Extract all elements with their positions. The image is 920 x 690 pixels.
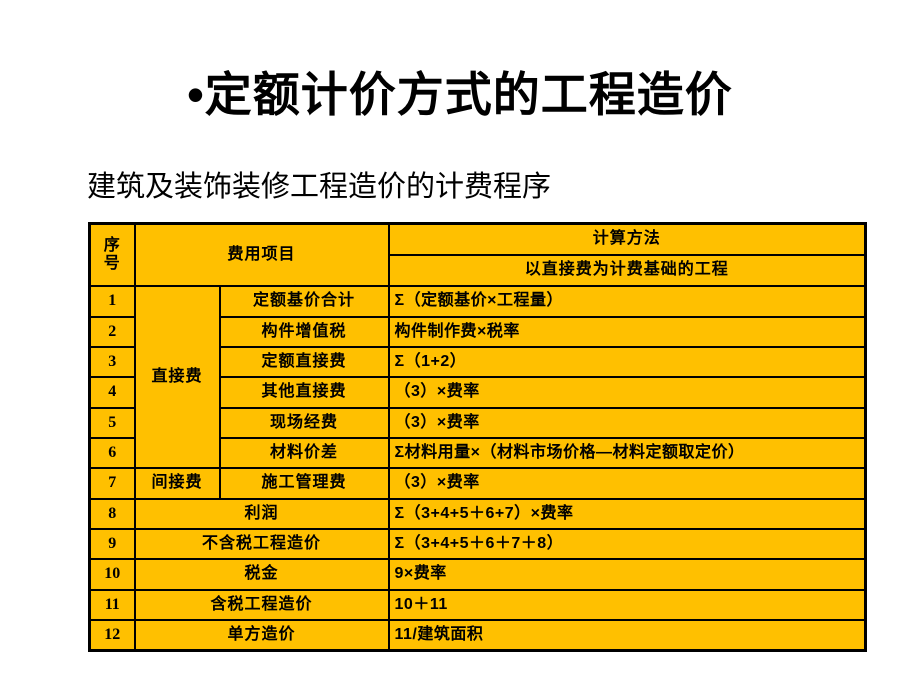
row-no: 3 <box>88 345 136 379</box>
row-item: 材料价差 <box>218 436 390 470</box>
header-no: 序号 <box>88 222 136 288</box>
row-method: Σ（3+4+5＋6+7）×费率 <box>387 497 867 530</box>
row-no: 1 <box>88 285 136 318</box>
header-item: 费用项目 <box>133 222 390 288</box>
row-method: Σ材料用量×（材料市场价格—材料定额取定价） <box>387 436 867 470</box>
row-method: Σ（定额基价×工程量） <box>387 285 867 318</box>
table-row: 3 定额直接费 Σ（1+2） <box>88 345 867 379</box>
table-row: 7 间接费 施工管理费 （3）×费率 <box>88 467 867 500</box>
row-method: （3）×费率 <box>387 406 867 439</box>
fee-calculation-table: 序号 费用项目 计算方法 以直接费为计费基础的工程 1 直接费 定额基价合计 Σ… <box>88 222 868 652</box>
row-item: 定额直接费 <box>218 345 390 379</box>
row-item: 税金 <box>133 558 390 591</box>
row-no: 2 <box>88 315 136 348</box>
row-item: 含税工程造价 <box>133 588 390 622</box>
table-row: 5 现场经费 （3）×费率 <box>88 406 867 439</box>
row-no: 12 <box>88 619 136 652</box>
row-no: 8 <box>88 497 136 530</box>
header-method: 计算方法 <box>387 222 867 256</box>
row-item: 其他直接费 <box>218 376 390 409</box>
row-no: 5 <box>88 406 136 439</box>
row-item: 单方造价 <box>133 619 390 652</box>
row-method: 9×费率 <box>387 558 867 591</box>
table-row: 11 含税工程造价 10＋11 <box>88 588 867 622</box>
page-title: •定额计价方式的工程造价 <box>187 68 733 121</box>
group-indirect-cost: 间接费 <box>133 467 221 500</box>
table-row: 4 其他直接费 （3）×费率 <box>88 376 867 409</box>
header-method-basis: 以直接费为计费基础的工程 <box>387 253 867 288</box>
row-method: 10＋11 <box>387 588 867 622</box>
group-direct-cost: 直接费 <box>133 285 221 470</box>
table-row: 10 税金 9×费率 <box>88 558 867 591</box>
row-item: 不含税工程造价 <box>133 527 390 561</box>
row-item: 定额基价合计 <box>218 285 390 318</box>
row-method: Σ（3+4+5＋6＋7＋8） <box>387 527 867 561</box>
table-row: 9 不含税工程造价 Σ（3+4+5＋6＋7＋8） <box>88 527 867 561</box>
row-item: 构件增值税 <box>218 315 390 348</box>
table-row: 6 材料价差 Σ材料用量×（材料市场价格—材料定额取定价） <box>88 436 867 470</box>
row-no: 7 <box>88 467 136 500</box>
row-no: 9 <box>88 527 136 561</box>
row-method: 11/建筑面积 <box>387 619 867 652</box>
table-row: 2 构件增值税 构件制作费×税率 <box>88 315 867 348</box>
row-no: 11 <box>88 588 136 622</box>
table-row: 12 单方造价 11/建筑面积 <box>88 619 867 652</box>
row-item: 利润 <box>133 497 390 530</box>
row-no: 10 <box>88 558 136 591</box>
row-method: 构件制作费×税率 <box>387 315 867 348</box>
row-method: （3）×费率 <box>387 467 867 500</box>
table-row: 1 直接费 定额基价合计 Σ（定额基价×工程量） <box>88 285 867 470</box>
table-row: 8 利润 Σ（3+4+5＋6+7）×费率 <box>88 497 867 530</box>
row-no: 4 <box>88 376 136 409</box>
page-subtitle: 建筑及装饰装修工程造价的计费程序 <box>87 171 552 203</box>
row-item: 现场经费 <box>218 406 390 439</box>
row-item: 施工管理费 <box>218 467 390 500</box>
row-method: Σ（1+2） <box>387 345 867 379</box>
row-method: （3）×费率 <box>387 376 867 409</box>
row-no: 6 <box>88 436 136 470</box>
